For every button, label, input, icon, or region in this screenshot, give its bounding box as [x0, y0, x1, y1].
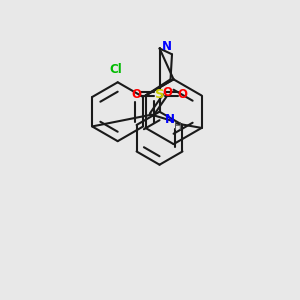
Text: O: O	[177, 88, 187, 100]
Text: O: O	[163, 86, 173, 99]
Text: H: H	[175, 122, 182, 132]
Text: Cl: Cl	[110, 63, 123, 76]
Text: N: N	[165, 113, 175, 127]
Text: N: N	[162, 40, 172, 53]
Text: O: O	[132, 88, 142, 100]
Text: S: S	[155, 88, 164, 100]
